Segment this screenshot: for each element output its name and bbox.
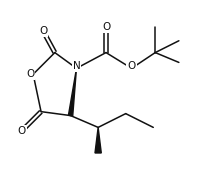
Text: O: O [26,69,34,79]
Polygon shape [68,68,76,116]
Text: O: O [128,61,136,71]
Text: O: O [102,22,110,32]
Text: O: O [39,26,47,36]
Text: N: N [73,61,80,71]
Polygon shape [95,127,101,153]
Text: O: O [17,126,25,136]
